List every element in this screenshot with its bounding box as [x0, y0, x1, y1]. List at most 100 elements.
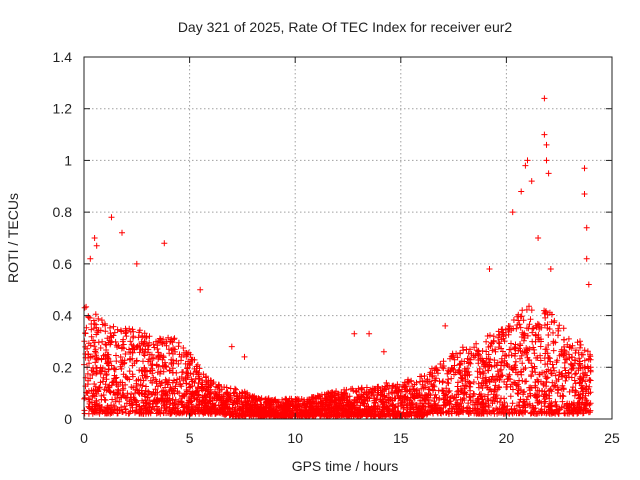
data-point: [570, 384, 576, 391]
data-point: [545, 366, 552, 373]
data-point: [476, 351, 482, 358]
data-point: [282, 400, 289, 406]
data-point: [449, 350, 456, 357]
data-point: [548, 319, 555, 325]
data-point: [440, 402, 447, 409]
data-point: [225, 408, 232, 415]
data-point: [561, 343, 567, 350]
data-point: [450, 403, 457, 410]
data-point: [81, 410, 88, 417]
data-point: [187, 360, 194, 367]
data-point: [404, 401, 411, 408]
data-point: [187, 370, 194, 377]
data-point: [166, 367, 173, 374]
data-point: [566, 408, 573, 415]
data-point: [248, 397, 255, 404]
data-point: [506, 371, 513, 378]
data-point: [341, 405, 348, 412]
data-point: [494, 368, 501, 375]
data-point: [505, 329, 512, 335]
data-point: [390, 382, 397, 389]
data-point: [552, 382, 559, 389]
data-point: [499, 326, 506, 333]
data-point: [92, 402, 99, 408]
data-point: [518, 352, 525, 359]
data-point: [226, 412, 233, 419]
data-point: [154, 369, 161, 376]
data-point: [571, 377, 578, 384]
data-point: [565, 335, 572, 342]
data-point: [465, 360, 472, 367]
data-point: [364, 394, 370, 401]
data-point: [413, 388, 419, 394]
data-point: [407, 405, 414, 412]
data-point: [409, 400, 416, 407]
data-point: [139, 372, 146, 379]
data-point: [230, 390, 237, 397]
data-point: [538, 336, 544, 343]
data-point: [236, 394, 243, 401]
data-point: [248, 413, 255, 420]
data-point: [141, 341, 148, 348]
data-point: [124, 394, 131, 401]
data-point: [152, 376, 159, 383]
data-point: [442, 394, 449, 400]
data-point: [542, 398, 549, 405]
outlier-point: [543, 141, 550, 148]
data-point: [339, 412, 346, 419]
data-point: [463, 346, 470, 353]
data-point: [289, 410, 296, 417]
outlier-point: [543, 157, 550, 164]
data-point: [149, 355, 156, 362]
outlier-point: [581, 165, 588, 172]
outlier-point: [585, 281, 592, 288]
data-point: [168, 347, 175, 354]
data-point: [546, 326, 553, 332]
data-point: [516, 399, 523, 406]
data-point: [415, 409, 422, 416]
data-point: [378, 398, 385, 405]
data-point: [504, 376, 511, 383]
data-point: [223, 390, 230, 396]
data-point: [512, 407, 519, 414]
outlier-point: [161, 240, 168, 247]
data-point: [163, 378, 170, 385]
data-point: [327, 397, 334, 403]
data-point: [471, 401, 478, 408]
data-point: [493, 405, 500, 412]
data-point: [519, 360, 526, 367]
data-point: [200, 404, 207, 411]
data-point: [470, 379, 477, 385]
data-point: [483, 355, 490, 362]
data-point: [462, 389, 469, 396]
data-point: [214, 384, 221, 391]
data-point: [173, 407, 180, 414]
data-point: [471, 344, 478, 351]
data-point: [149, 391, 156, 397]
data-point: [316, 409, 323, 416]
data-point: [577, 338, 583, 345]
data-point: [163, 398, 170, 405]
data-point: [527, 316, 534, 323]
data-point: [171, 335, 178, 342]
data-point: [89, 372, 96, 378]
data-point: [96, 384, 102, 391]
data-point: [314, 392, 321, 399]
data-point: [473, 340, 480, 347]
data-point: [548, 406, 555, 413]
data-point: [491, 398, 498, 405]
data-point: [531, 410, 538, 417]
data-point: [136, 349, 143, 356]
data-point: [550, 347, 557, 354]
data-point: [85, 340, 92, 347]
data-point: [128, 341, 135, 348]
data-point: [445, 376, 452, 383]
data-point: [467, 387, 474, 394]
data-point: [184, 364, 191, 371]
data-point: [370, 403, 377, 410]
data-point: [106, 362, 112, 369]
data-point: [247, 401, 254, 408]
data-point: [496, 377, 503, 383]
data-point: [194, 385, 201, 392]
data-point: [93, 397, 100, 404]
